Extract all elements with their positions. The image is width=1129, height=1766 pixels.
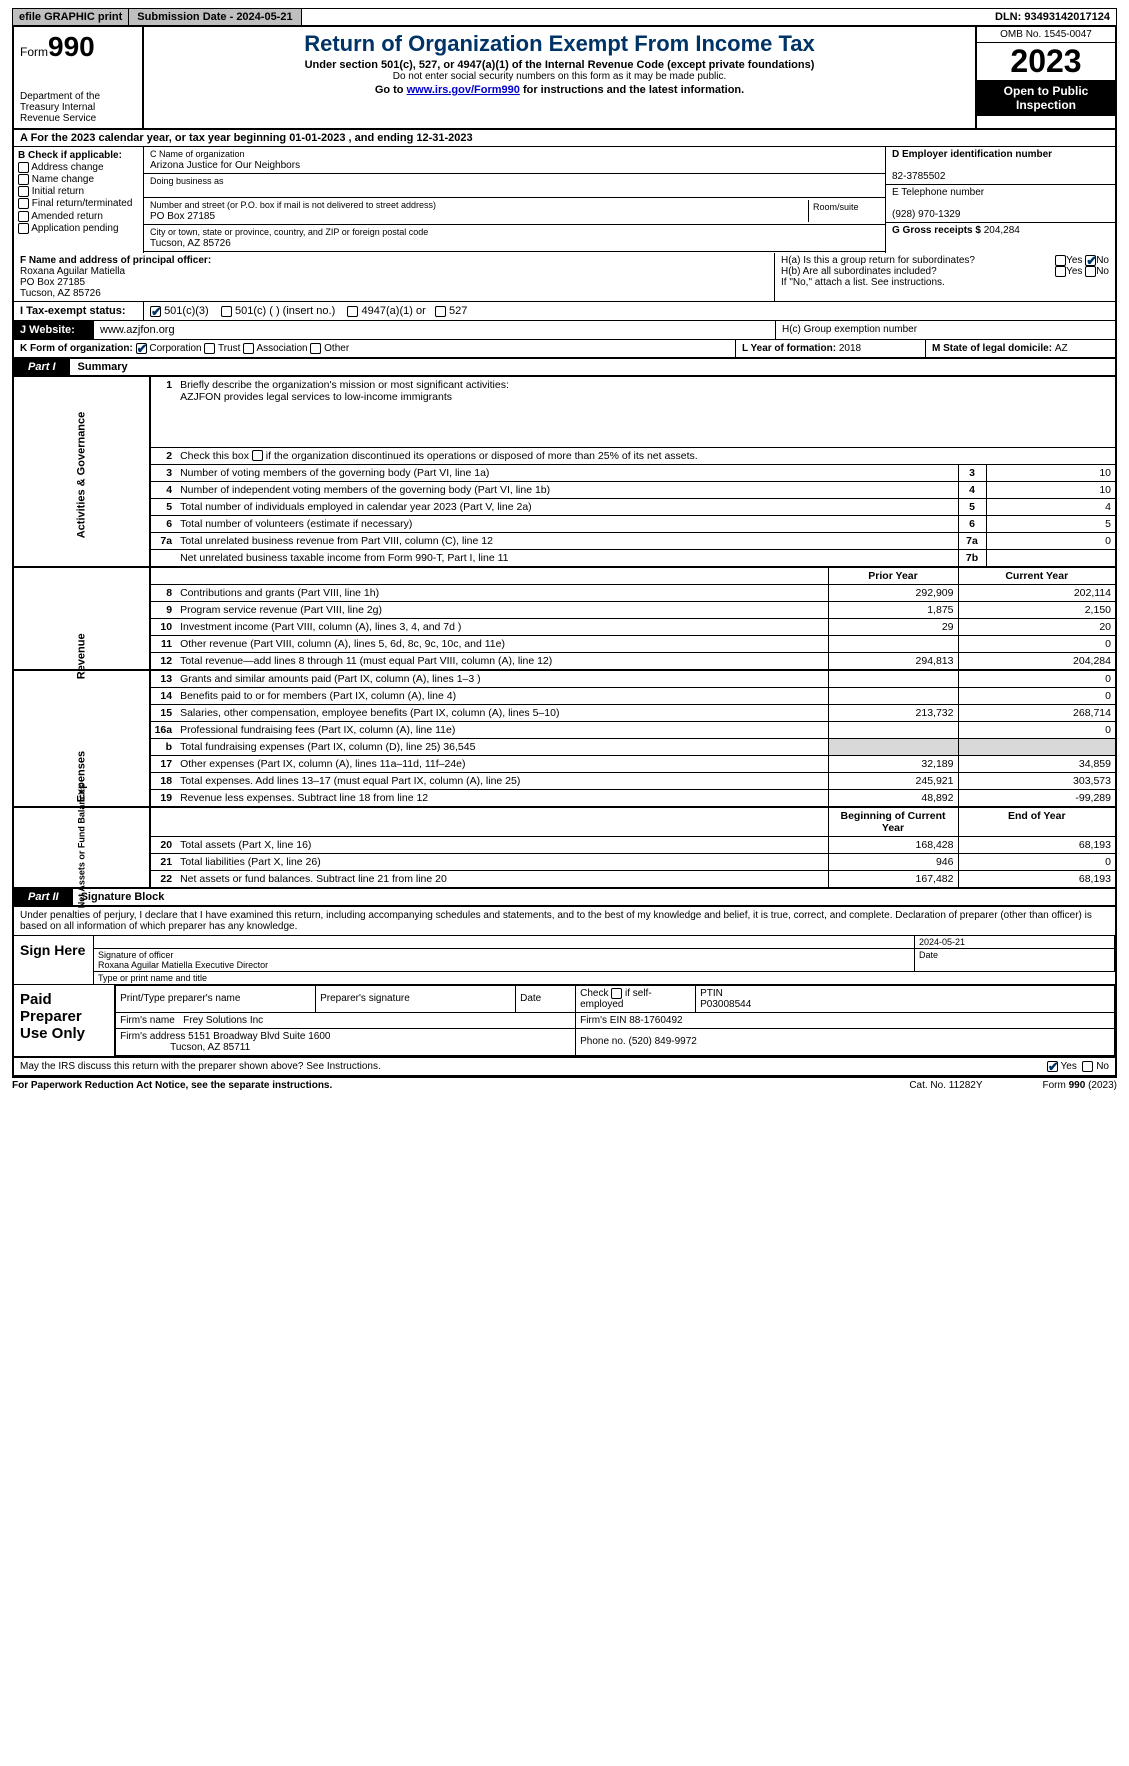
summary-table: Activities & Governance 1 Briefly descri… [12,377,1117,889]
corp-checkbox[interactable] [136,343,147,354]
name-change-checkbox[interactable] [18,174,29,185]
amended-return-checkbox[interactable] [18,211,29,222]
website: www.azjfon.org [94,321,775,339]
org-city: Tucson, AZ 85726 [150,238,231,249]
box-l: L Year of formation: 2018 [735,340,925,357]
initial-return-checkbox[interactable] [18,186,29,197]
ssn-note: Do not enter social security numbers on … [152,71,967,82]
paid-preparer-label: Paid Preparer Use Only [14,985,115,1056]
firm-addr1: 5151 Broadway Blvd Suite 1600 [188,1031,330,1042]
box-hc: H(c) Group exemption number [775,321,1115,339]
omb-number: OMB No. 1545-0047 [977,27,1115,43]
may-discuss-row: May the IRS discuss this return with the… [12,1058,1117,1077]
address-change-checkbox[interactable] [18,162,29,173]
side-activities: Activities & Governance [75,412,87,539]
submission-date: Submission Date - 2024-05-21 [129,9,301,25]
hb-no-checkbox[interactable] [1085,266,1096,277]
dept-treasury: Department of the Treasury Internal Reve… [20,91,136,124]
irs-link[interactable]: www.irs.gov/Form990 [407,84,520,96]
preparer-table: Print/Type preparer's name Preparer's si… [115,985,1115,1056]
box-m: M State of legal domicile: AZ [925,340,1115,357]
box-h: H(a) Is this a group return for subordin… [775,253,1115,301]
sign-here-label: Sign Here [14,936,94,984]
telephone: (928) 970-1329 [892,209,960,220]
org-street: PO Box 27185 [150,211,215,222]
gross-receipts: 204,284 [984,225,1020,236]
tax-year: 2023 [977,43,1115,80]
dln: DLN: 93493142017124 [989,9,1116,25]
box-f: F Name and address of principal officer:… [14,253,775,301]
signature-block: Under penalties of perjury, I declare th… [12,907,1117,1058]
line-a: A For the 2023 calendar year, or tax yea… [12,130,1117,147]
4947-checkbox[interactable] [347,306,358,317]
org-name: Arizona Justice for Our Neighbors [150,160,300,171]
other-checkbox[interactable] [310,343,321,354]
firm-ein: 88-1760492 [629,1015,682,1026]
527-checkbox[interactable] [435,306,446,317]
box-k: K Form of organization: Corporation Trus… [14,340,735,357]
form-word: Form [20,45,48,59]
hb-yes-checkbox[interactable] [1055,266,1066,277]
self-employed-checkbox[interactable] [611,988,622,999]
form-header: Form990 Department of the Treasury Inter… [12,26,1117,130]
part1-header: Part I Summary [12,359,1117,377]
discontinued-checkbox[interactable] [252,450,263,461]
final-return-checkbox[interactable] [18,198,29,209]
ein: 82-3785502 [892,171,945,182]
discuss-no-checkbox[interactable] [1082,1061,1093,1072]
form-subtitle: Under section 501(c), 527, or 4947(a)(1)… [152,59,967,71]
mission: AZJFON provides legal services to low-in… [180,391,452,403]
ptin: P03008544 [700,999,751,1010]
side-netassets: Net Assets or Fund Balances [76,781,86,908]
officer-sig: Roxana Aguilar Matiella Executive Direct… [98,960,268,970]
side-revenue: Revenue [75,552,87,679]
ha-no-checkbox[interactable] [1085,255,1096,266]
assoc-checkbox[interactable] [243,343,254,354]
501c3-checkbox[interactable] [150,306,161,317]
firm-phone: (520) 849-9972 [628,1036,696,1047]
application-pending-checkbox[interactable] [18,223,29,234]
discuss-yes-checkbox[interactable] [1047,1061,1058,1072]
goto-pre: Go to [375,84,407,96]
ha-yes-checkbox[interactable] [1055,255,1066,266]
form-title: Return of Organization Exempt From Incom… [152,31,967,57]
box-de: D Employer identification number82-37855… [885,147,1115,253]
efile-print-button[interactable]: efile GRAPHIC print [13,9,129,25]
firm-addr2: Tucson, AZ 85711 [170,1042,250,1053]
part2-header: Part II Signature Block [12,889,1117,907]
top-toolbar: efile GRAPHIC print Submission Date - 20… [12,8,1117,26]
goto-post: for instructions and the latest informat… [520,84,744,96]
open-inspection: Open to Public Inspection [977,80,1115,116]
form-number: 990 [48,31,95,62]
perjury-declaration: Under penalties of perjury, I declare th… [14,907,1115,936]
box-j-label: J Website: [14,321,94,339]
box-i: I Tax-exempt status: 501(c)(3) 501(c) ( … [12,302,1117,321]
page-footer: For Paperwork Reduction Act Notice, see … [12,1077,1117,1093]
trust-checkbox[interactable] [204,343,215,354]
officer-name: Roxana Aguilar Matiella [20,266,125,277]
501c-checkbox[interactable] [221,306,232,317]
firm-name: Frey Solutions Inc [183,1015,263,1026]
box-c: C Name of organizationArizona Justice fo… [144,147,885,253]
box-b: B Check if applicable: Address change Na… [14,147,144,253]
